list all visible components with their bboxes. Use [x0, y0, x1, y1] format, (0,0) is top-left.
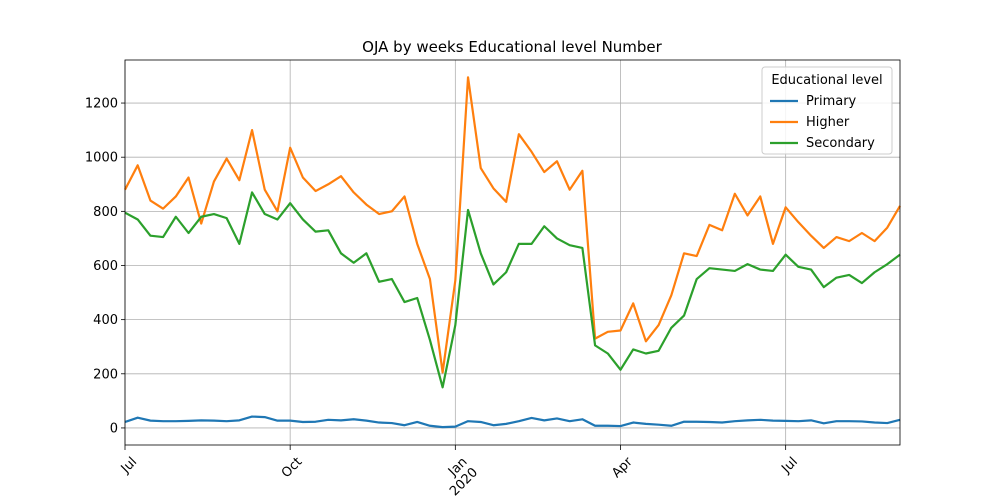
legend-title: Educational level [771, 73, 882, 88]
series-line [124, 76, 901, 374]
legend-label: Higher [806, 115, 850, 130]
y-tick-label: 400 [93, 313, 118, 328]
y-tick-label: 800 [93, 205, 118, 220]
y-tick-label: 600 [93, 259, 118, 274]
legend-label: Primary [806, 94, 857, 109]
y-tick-label: 1000 [85, 151, 118, 166]
y-tick-label: 1200 [85, 97, 118, 112]
y-tick-label: 0 [110, 421, 118, 436]
legend-label: Secondary [806, 136, 875, 151]
plot-frame [124, 59, 901, 446]
series-line [124, 191, 901, 389]
legend: Educational level Primary Higher Secondary [761, 66, 893, 155]
legend-box [761, 66, 893, 155]
lines [124, 76, 901, 429]
y-tick-label: 200 [93, 367, 118, 382]
series-line [124, 415, 901, 429]
chart-title: OJA by weeks Educational level Number [362, 38, 662, 56]
